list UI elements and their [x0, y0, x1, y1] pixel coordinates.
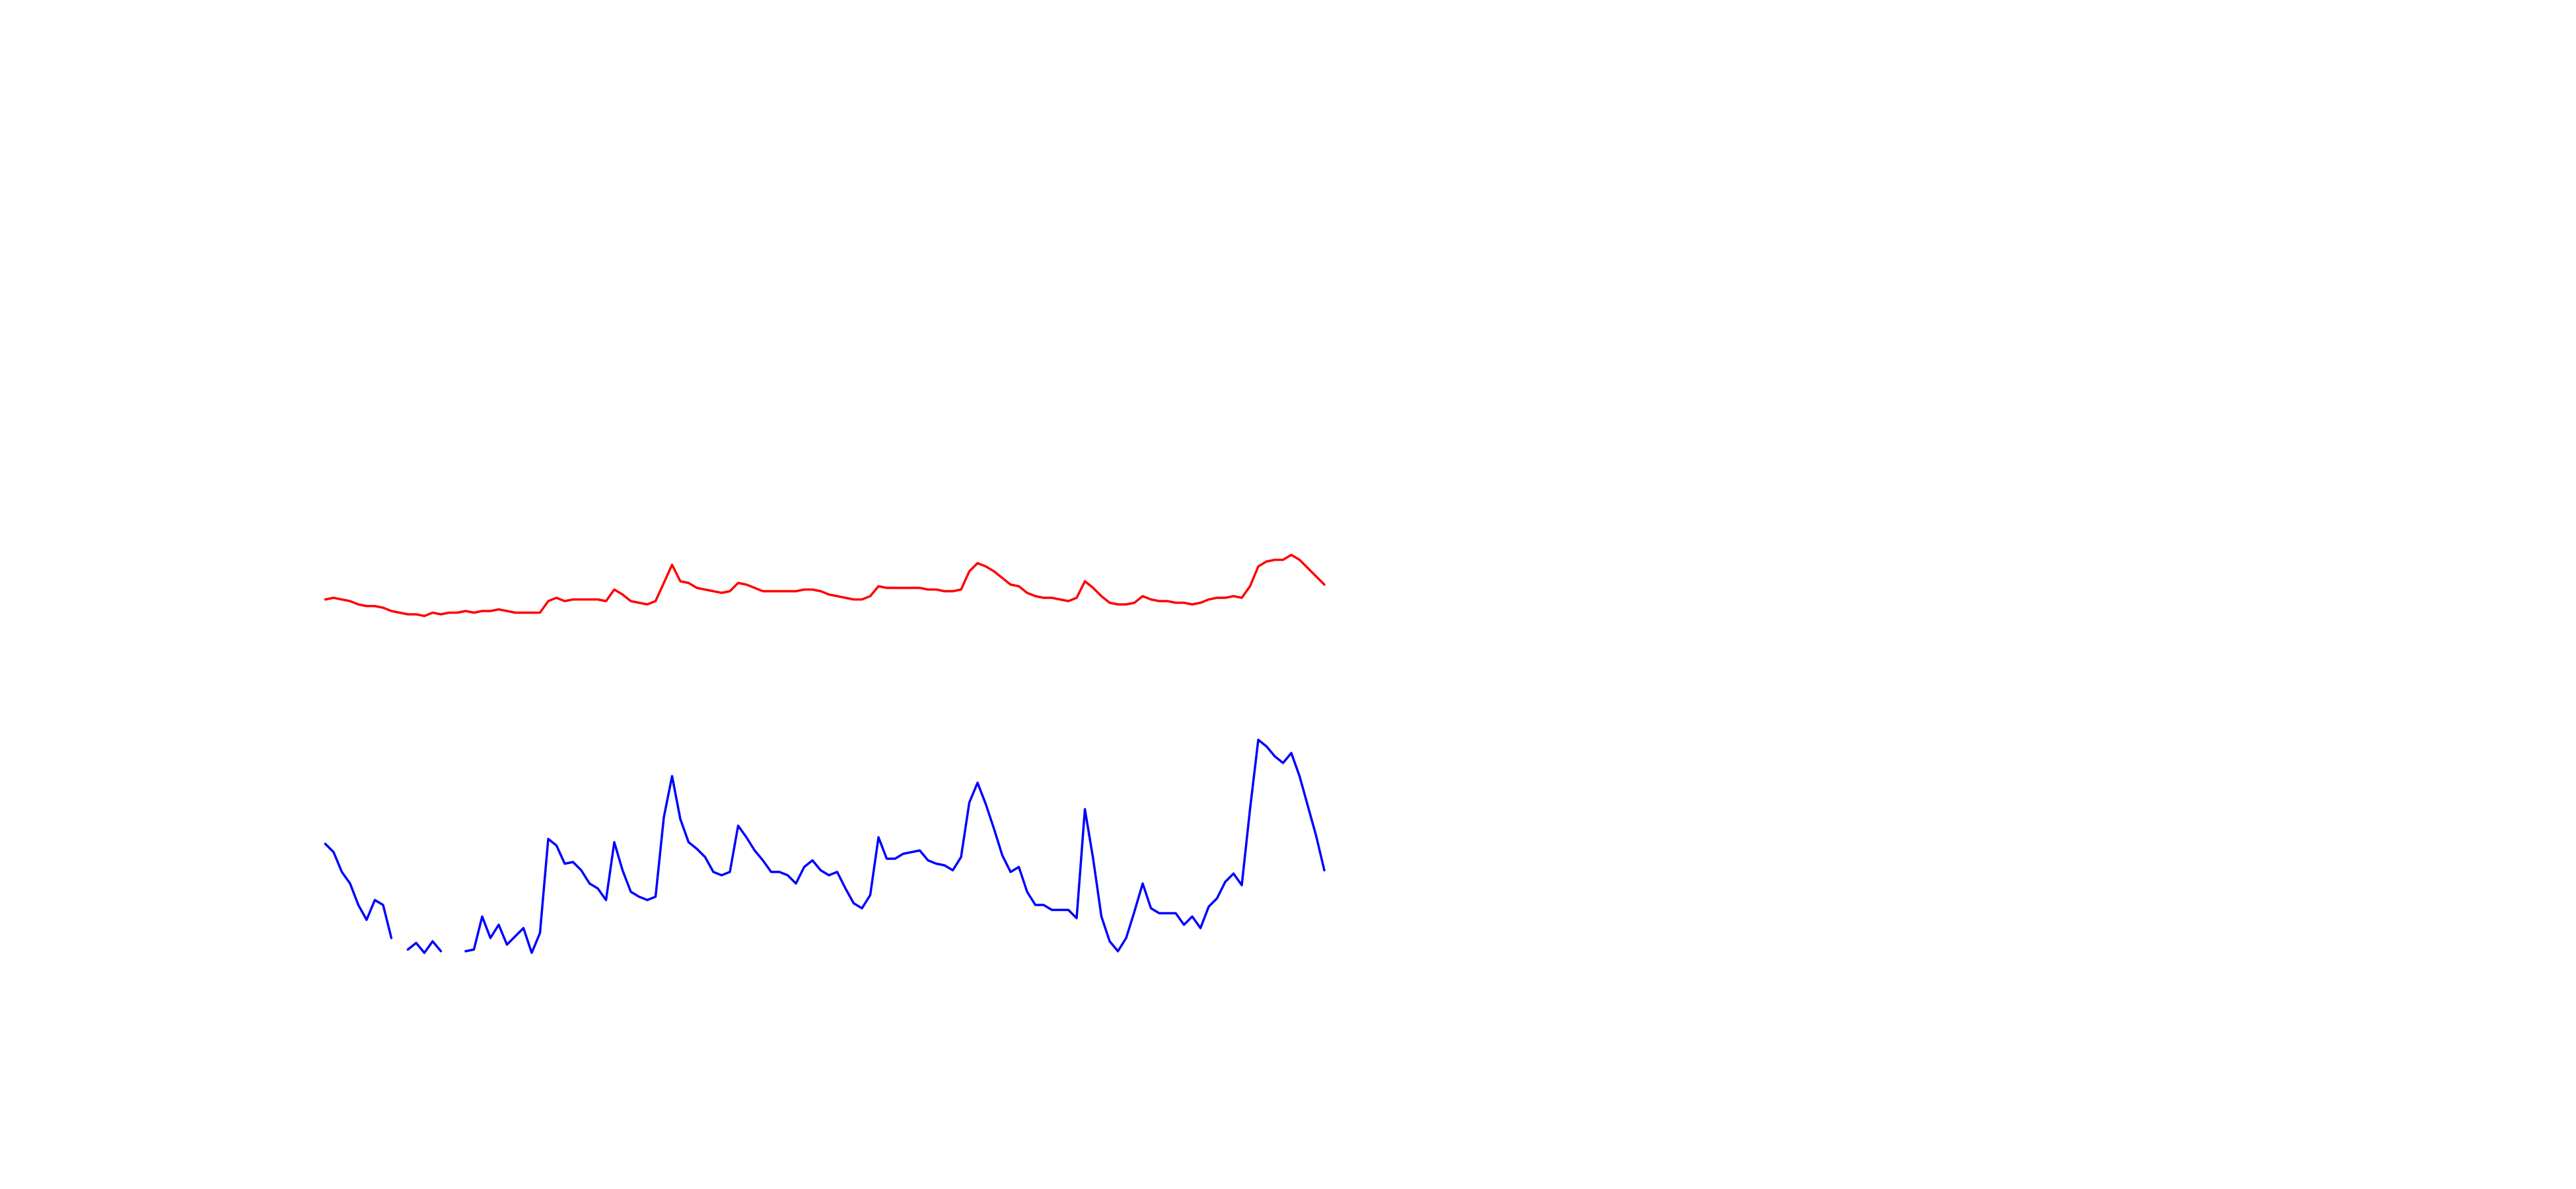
series-line: [324, 739, 1326, 955]
series-line: [324, 554, 1326, 618]
